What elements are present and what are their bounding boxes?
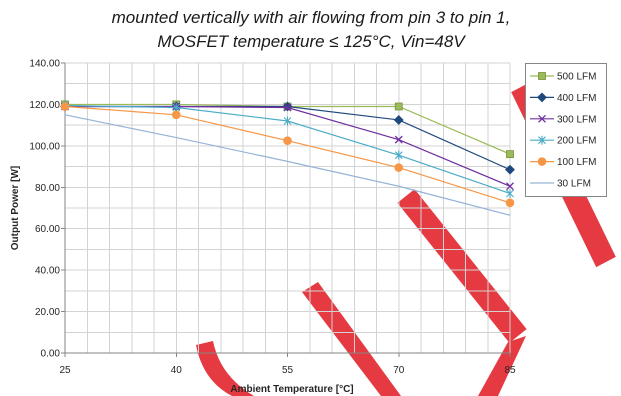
data-point-30-lfm-85 (508, 213, 513, 218)
data-point-400-lfm-70 (393, 115, 404, 125)
legend-marker (537, 92, 547, 103)
data-point-100-lfm-25 (60, 102, 70, 111)
legend: 500 LFM 400 LFM 300 LFM 200 LFM 100 LFM 30 LF… (525, 63, 607, 197)
y-tick-label: 0.00 (41, 349, 61, 360)
legend-item-30-lfm: 30 LFM (530, 179, 591, 190)
y-axis-label: Output Power [W] (10, 166, 21, 250)
data-point-100-lfm-40 (171, 110, 181, 120)
data-point-300-lfm-70 (394, 135, 403, 144)
watermark-stroke (478, 336, 526, 396)
legend-item-500-lfm: 500 LFM (530, 72, 596, 83)
legend-item-400-lfm: 400 LFM (530, 92, 596, 104)
legend-item-300-lfm: 300 LFM (530, 114, 596, 125)
data-point-30-lfm-70 (396, 184, 401, 189)
y-tick-label: 20.00 (35, 307, 60, 318)
y-tick-label: 40.00 (35, 266, 60, 277)
watermark-stroke (196, 341, 254, 396)
legend-label: 400 LFM (557, 93, 596, 104)
data-point-30-lfm-25 (63, 112, 68, 117)
x-axis-label: Ambient Temperature [°C] (230, 384, 353, 395)
legend-label: 300 LFM (557, 114, 596, 125)
x-tick-label: 85 (504, 365, 516, 376)
legend-item-200-lfm: 200 LFM (530, 136, 596, 147)
data-point-100-lfm-70 (394, 163, 404, 172)
data-point-300-lfm-85 (506, 182, 514, 191)
x-tick-label: 25 (59, 365, 71, 376)
legend-box (525, 63, 607, 197)
legend-marker (538, 114, 546, 123)
watermark-stroke (397, 189, 527, 343)
series-30-lfm (63, 112, 513, 218)
x-axis-tick-labels: 25 40 55 70 85 (59, 365, 516, 376)
y-tick-label: 140.00 (29, 59, 60, 70)
x-tick-label: 55 (282, 365, 294, 376)
chart-title-line-2: MOSFET temperature ≤ 125°C, Vin=48V (157, 32, 466, 51)
data-point-100-lfm-85 (505, 198, 515, 208)
legend-item-100-lfm: 100 LFM (530, 157, 596, 168)
data-point-300-lfm-55 (283, 103, 292, 112)
data-point-200-lfm-70 (394, 150, 403, 160)
series-line-30-lfm (64, 114, 511, 216)
legend-marker (538, 135, 546, 145)
y-tick-label: 80.00 (35, 183, 60, 194)
y-tick-label: 100.00 (29, 141, 60, 152)
legend-items: 500 LFM 400 LFM 300 LFM 200 LFM 100 LFM 30 LF… (530, 72, 596, 190)
data-point-30-lfm-40 (174, 135, 179, 140)
y-tick-label: 60.00 (35, 224, 60, 235)
series-100-lfm (60, 102, 515, 208)
data-point-200-lfm-85 (506, 189, 514, 198)
legend-label: 500 LFM (557, 72, 596, 83)
legend-label: 30 LFM (557, 179, 591, 190)
watermark-stroke (302, 282, 401, 396)
legend-marker (537, 157, 547, 166)
y-axis-tick-labels: 0.00 20.00 40.00 60.00 80.00 100.00 120.00 140.… (29, 59, 60, 360)
legend-label: 200 LFM (557, 136, 596, 147)
data-point-500-lfm-70 (394, 102, 403, 111)
x-tick-label: 40 (171, 365, 183, 376)
data-point-200-lfm-55 (283, 116, 292, 126)
data-point-100-lfm-55 (283, 136, 292, 145)
y-tick-label: 120.00 (29, 100, 60, 111)
data-point-400-lfm-85 (505, 164, 515, 175)
x-tick-label: 70 (393, 365, 405, 376)
chart-title-line-1: mounted vertically with air flowing from… (112, 8, 511, 27)
data-point-30-lfm-55 (285, 159, 290, 164)
legend-label: 100 LFM (557, 157, 596, 168)
series-group (60, 100, 515, 218)
legend-marker (538, 72, 546, 80)
data-point-500-lfm-85 (506, 150, 514, 159)
